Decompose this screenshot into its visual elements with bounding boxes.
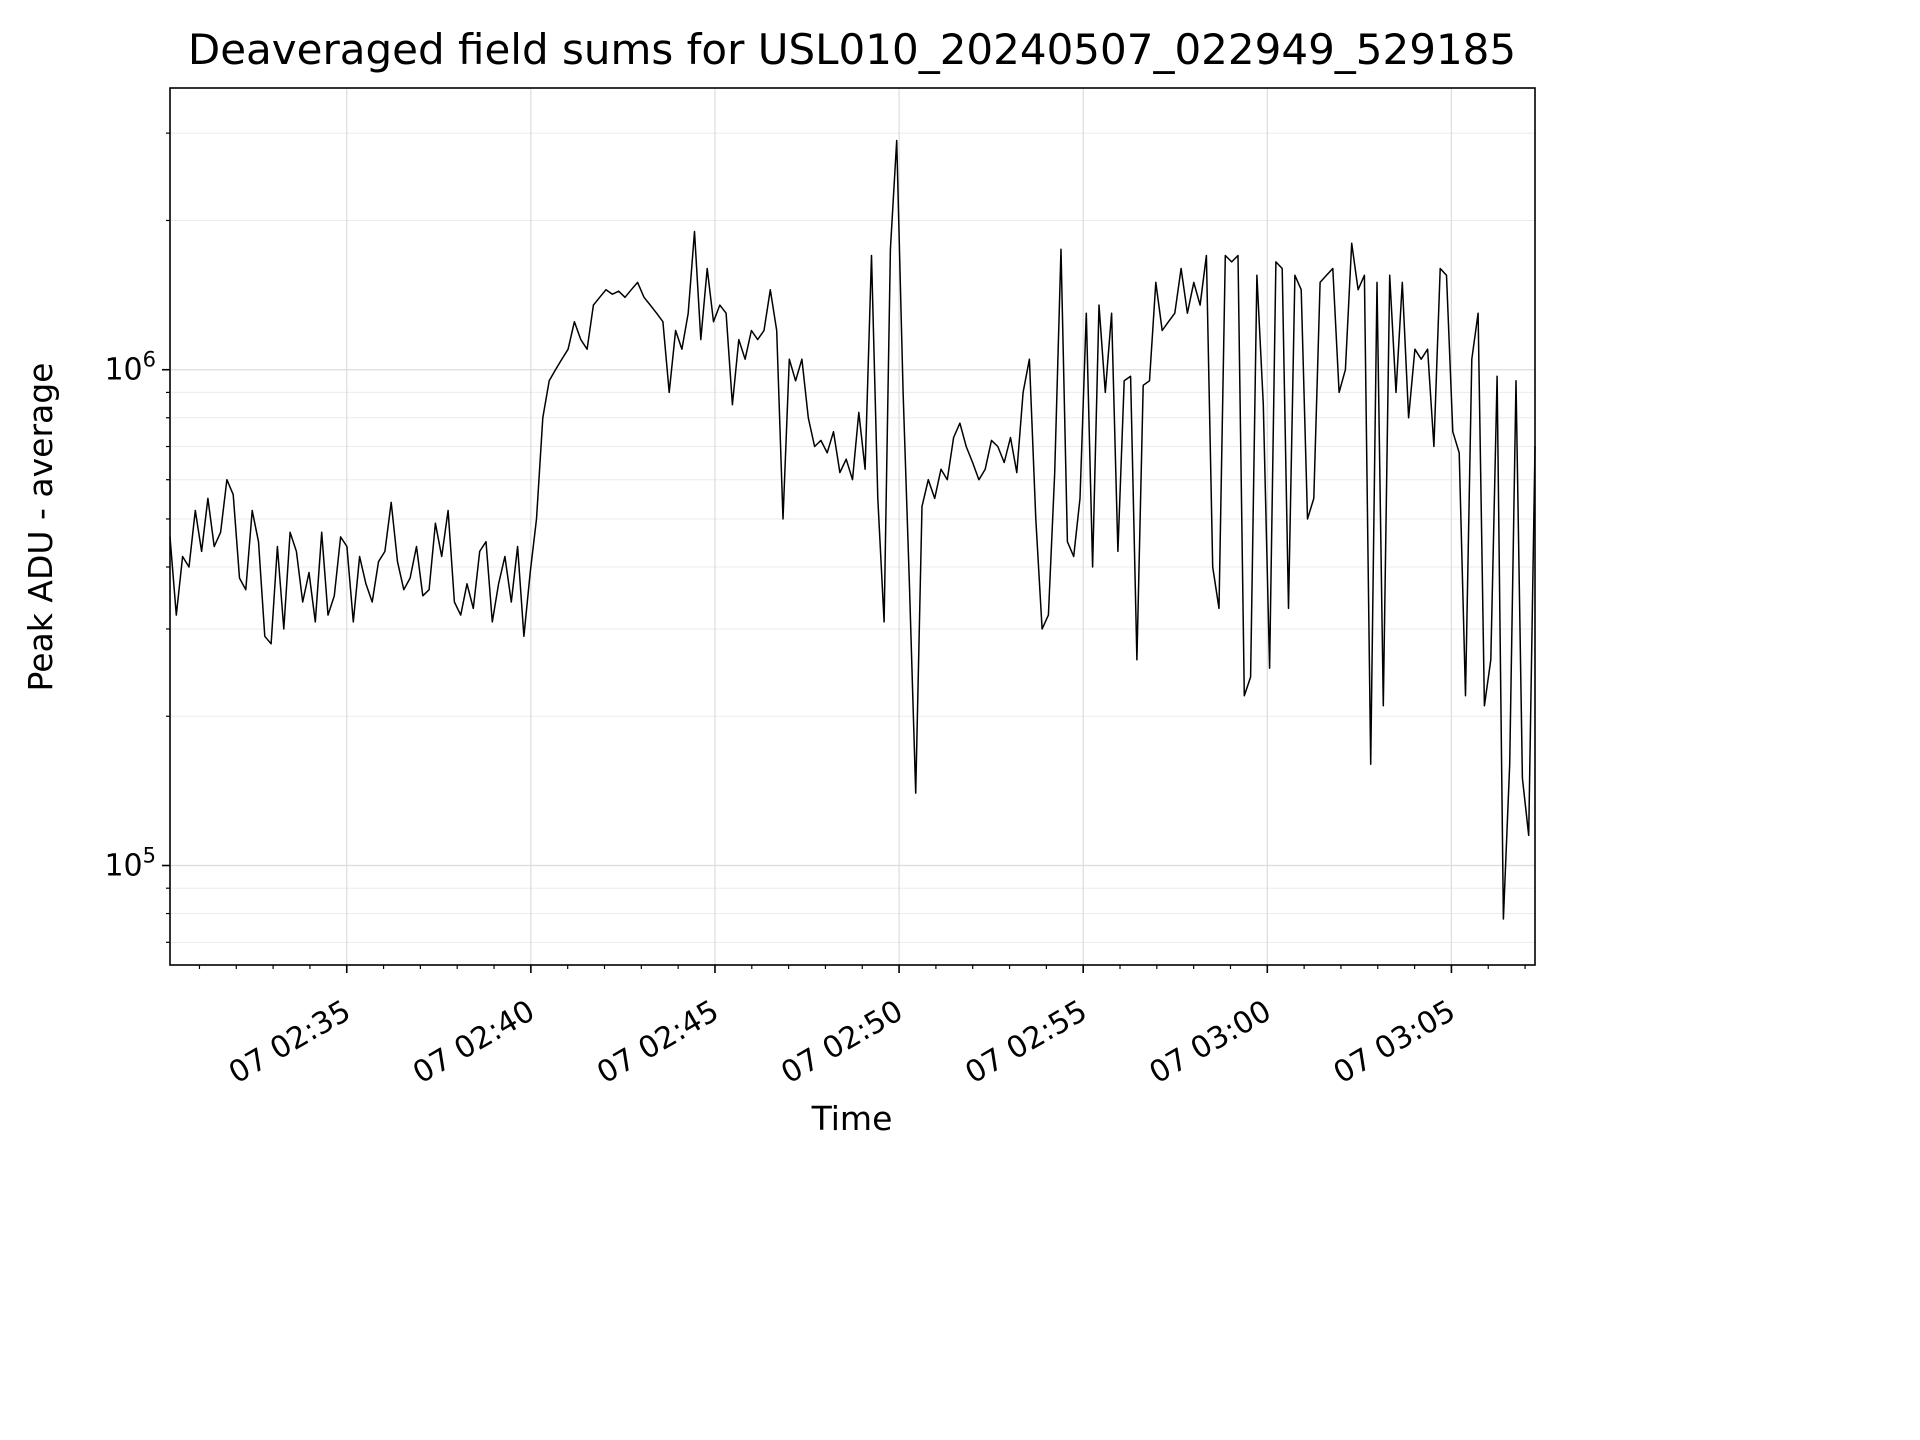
x-tick-label: 07 02:40: [407, 994, 541, 1091]
x-tick-label: 07 02:35: [223, 994, 357, 1091]
x-tick-label: 07 02:55: [959, 994, 1093, 1091]
series-line: [169, 139, 1536, 920]
gridlines: [170, 88, 1535, 965]
x-tick-label: 07 02:45: [591, 994, 725, 1091]
plot-area: 105 106 07 02:35 07 02:40 07 02:45 07 02:50 07…: [104, 87, 1536, 1091]
y-tick-label: 105: [104, 844, 156, 884]
x-tick-label: 07 02:50: [775, 994, 909, 1091]
tick-marks: [162, 132, 1526, 973]
x-axis-label: Time: [811, 1099, 893, 1138]
tick-labels: 105 106 07 02:35 07 02:40 07 02:45 07 02:50 07…: [104, 348, 1461, 1091]
y-axis-label: Peak ADU - average: [21, 363, 60, 692]
x-tick-label: 07 03:00: [1144, 994, 1278, 1091]
data-series: [169, 139, 1536, 920]
axes: 105 106 07 02:35 07 02:40 07 02:45 07 02:50 07…: [104, 87, 1536, 1091]
y-tick-label: 106: [104, 348, 156, 388]
chart-title: Deaveraged field sums for USL010_2024050…: [188, 25, 1516, 74]
plot-frame: [169, 87, 1536, 966]
x-tick-label: 07 03:05: [1328, 994, 1462, 1091]
